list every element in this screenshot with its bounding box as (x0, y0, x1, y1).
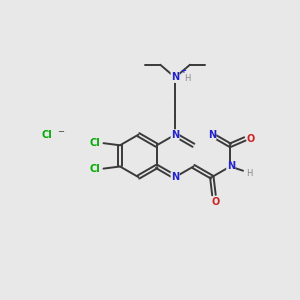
Text: O: O (211, 196, 220, 207)
Text: +: + (180, 68, 186, 74)
Text: Cl: Cl (89, 138, 100, 148)
Text: Cl: Cl (89, 164, 100, 174)
Text: Cl: Cl (42, 130, 52, 140)
Text: N: N (227, 161, 235, 172)
Text: −: − (57, 127, 64, 136)
Text: H: H (246, 169, 253, 178)
Text: H: H (184, 74, 191, 83)
Text: N: N (208, 130, 216, 140)
Text: N: N (171, 172, 179, 182)
Text: O: O (247, 134, 255, 144)
Text: N: N (171, 72, 179, 82)
Text: N: N (171, 130, 179, 140)
